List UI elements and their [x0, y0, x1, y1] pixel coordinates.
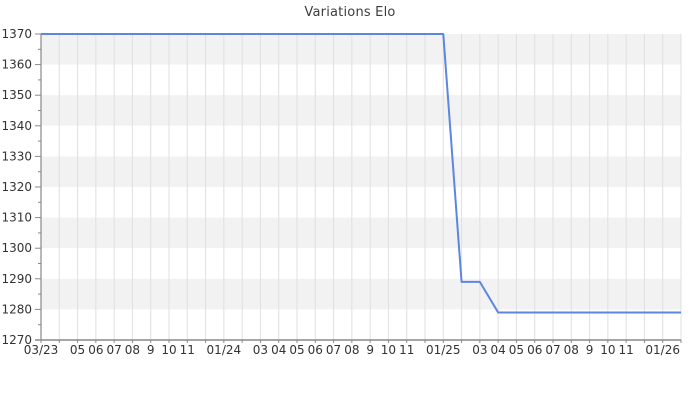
plot-band: [41, 64, 681, 96]
x-axis-tick-label: 9: [586, 343, 594, 357]
x-axis-tick-label: 07: [107, 343, 122, 357]
y-axis-tick-label: 1350: [1, 88, 32, 102]
x-axis-tick-label: 04: [491, 343, 506, 357]
plot-band: [41, 34, 681, 65]
chart-title: Variations Elo: [304, 5, 396, 20]
plot-band: [41, 309, 681, 340]
x-axis-tick-label: 06: [88, 343, 103, 357]
x-axis-tick-label: 08: [344, 343, 359, 357]
x-axis-tick-label: 03/23: [24, 343, 59, 357]
plot-band: [41, 187, 681, 218]
x-axis-tick-label: 07: [545, 343, 560, 357]
y-axis-tick-label: 1290: [1, 272, 32, 286]
x-axis-tick-label: 06: [527, 343, 542, 357]
y-axis-tick-label: 1270: [1, 333, 32, 347]
x-axis-tick-label: 06: [308, 343, 323, 357]
x-axis-tick-label: 08: [125, 343, 140, 357]
x-axis-tick-label: 10: [161, 343, 176, 357]
x-axis-tick-label: 05: [509, 343, 524, 357]
x-axis-tick-label: 11: [619, 343, 634, 357]
plot-band: [41, 217, 681, 249]
x-axis-tick-label: 05: [70, 343, 85, 357]
x-axis-tick-label: 01/24: [207, 343, 242, 357]
x-axis-tick-label: 01/25: [426, 343, 461, 357]
plot-band: [41, 278, 681, 310]
plot-band: [41, 125, 681, 157]
plot-band: [41, 156, 681, 187]
x-axis-tick-label: 11: [399, 343, 414, 357]
plot-band: [41, 95, 681, 126]
plot-band: [41, 248, 681, 279]
x-axis-tick-label: 03: [253, 343, 268, 357]
x-axis-tick-label: 08: [564, 343, 579, 357]
y-axis-tick-label: 1320: [1, 180, 32, 194]
x-axis-tick-label: 10: [381, 343, 396, 357]
x-axis-tick-label: 11: [180, 343, 195, 357]
x-axis-tick-label: 9: [147, 343, 155, 357]
x-axis-tick-label: 05: [289, 343, 304, 357]
x-axis-tick-label: 07: [326, 343, 341, 357]
x-axis-tick-label: 10: [600, 343, 615, 357]
y-axis-tick-label: 1300: [1, 241, 32, 255]
x-axis-tick-label: 03: [472, 343, 487, 357]
y-axis-tick-label: 1360: [1, 58, 32, 72]
y-axis-tick-label: 1280: [1, 302, 32, 316]
y-axis-tick-label: 1370: [1, 27, 32, 41]
y-axis-tick-label: 1340: [1, 119, 32, 133]
x-axis-tick-label: 9: [366, 343, 374, 357]
y-axis-tick-label: 1310: [1, 211, 32, 225]
y-axis-tick-label: 1330: [1, 149, 32, 163]
x-axis-tick-label: 01/26: [645, 343, 680, 357]
x-axis-tick-label: 04: [271, 343, 286, 357]
elo-line-series: [41, 33, 681, 314]
